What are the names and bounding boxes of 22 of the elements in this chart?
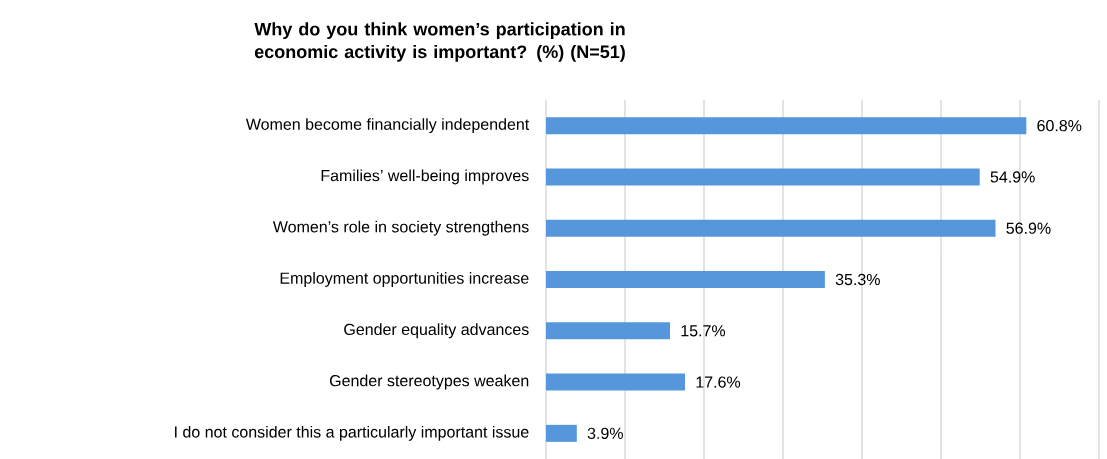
- y-tick-label: Families’ well-being improves: [321, 169, 529, 185]
- data-label: 3.9%: [587, 427, 623, 439]
- y-tick-label: Women become financially independent: [245, 118, 530, 134]
- data-label: 54.9%: [990, 171, 1035, 183]
- y-tick-label: Women’s role in society strengthens: [272, 220, 529, 236]
- bar: [546, 424, 577, 442]
- bar: [546, 117, 1027, 135]
- y-tick-label: Employment opportunities increase: [280, 272, 529, 287]
- y-tick-label: Gender equality advances: [344, 323, 529, 339]
- bar: [546, 322, 671, 340]
- data-label: 17.6%: [696, 376, 741, 388]
- bar: [546, 271, 825, 288]
- data-label: 56.9%: [1006, 222, 1051, 234]
- chart-title: Why do you think women’s participation in economic activity is important? (%) (N=51): [254, 22, 625, 62]
- data-label: 35.3%: [835, 273, 880, 286]
- bar: [546, 219, 996, 237]
- y-tick-label: I do not consider this a particularly important issue: [175, 425, 529, 441]
- data-label: 60.8%: [1037, 119, 1082, 132]
- bar: [546, 373, 686, 391]
- data-label: 15.7%: [681, 325, 726, 337]
- y-tick-label: Gender stereotypes weaken: [329, 374, 529, 390]
- bar: [546, 168, 980, 186]
